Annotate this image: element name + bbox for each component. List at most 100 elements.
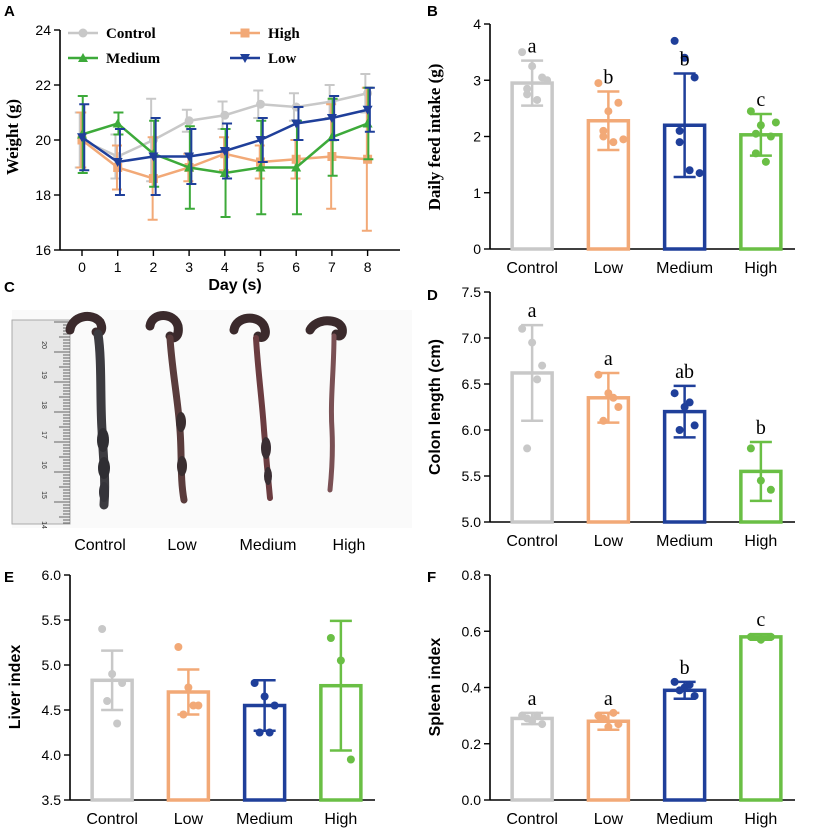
panel-f-spleen-index-chart: 0.0 0.2 0.4 0.6 0.8 Spleen index Control a Low a M…: [427, 567, 795, 828]
data-point-low: [609, 138, 618, 147]
data-point-control: [533, 95, 542, 104]
data-point-control: [98, 625, 107, 633]
significance-letter: b: [680, 49, 690, 71]
data-point-high: [751, 149, 760, 158]
data-point-low: [189, 701, 198, 710]
data-point-medium: [690, 691, 699, 700]
significance-letter: a: [604, 348, 613, 370]
significance-letter: a: [528, 36, 537, 58]
ruler-ticks: [54, 321, 70, 524]
photo-background: [12, 310, 412, 528]
colon-medium: [229, 313, 273, 501]
category-label-high: High: [744, 811, 777, 828]
y-tick-label: 0.2: [462, 736, 482, 752]
bar-control: [510, 81, 554, 251]
x-tick-label: 1: [114, 259, 122, 275]
data-point: [219, 147, 230, 156]
y-tick-label: 4: [473, 16, 481, 32]
data-point: [326, 114, 337, 123]
data-point-medium: [260, 692, 269, 701]
significance-letter: a: [528, 688, 537, 710]
category-label-medium: Medium: [236, 811, 293, 828]
panel-label-f: F: [427, 569, 436, 586]
data-point-high: [771, 118, 780, 127]
category-label-high: High: [324, 811, 357, 828]
y-tick-label: 16: [35, 242, 51, 258]
data-point-control: [538, 361, 547, 370]
data-point-low: [614, 720, 623, 729]
significance-letter: ab: [675, 361, 694, 383]
data-point-high: [746, 444, 755, 453]
legend-marker-medium: [78, 53, 88, 62]
panel-b-feed-intake-chart: 0 1 2 3 4 Daily feed intake (g) Control a Low b Me…: [425, 16, 795, 277]
data-point-medium: [670, 677, 679, 686]
y-tick-label: 5.0: [462, 514, 482, 530]
legend-label-medium: Medium: [106, 51, 161, 67]
panel-label-b: B: [427, 3, 438, 20]
data-point-control: [533, 711, 542, 720]
significance-letter: a: [528, 300, 537, 322]
data-point: [112, 158, 123, 167]
data-point-medium: [270, 701, 279, 710]
photo-label-high: High: [333, 537, 366, 554]
data-point-medium: [680, 53, 689, 62]
category-label-control: Control: [86, 811, 138, 828]
data-point-low: [594, 370, 603, 379]
x-axis-label: Day (s): [208, 277, 261, 294]
category-label-medium: Medium: [656, 811, 713, 828]
panel-d-colon-length-chart: 5.0 5.5 6.0 6.5 7.0 7.5 Colon length (cm) Contr…: [427, 284, 795, 550]
data-point-medium: [255, 728, 264, 737]
y-axis-label: Colon length (cm): [427, 339, 444, 475]
data-point: [255, 136, 266, 145]
significance-letter: b: [680, 657, 690, 679]
data-point-low: [174, 643, 183, 651]
data-point-medium: [685, 166, 694, 175]
data-point-control: [518, 324, 527, 333]
legend-marker-control: [78, 28, 88, 38]
data-point-medium: [690, 421, 699, 430]
y-axis-label: Daily feed intake (g): [425, 64, 444, 211]
x-tick-label: 2: [150, 259, 158, 275]
data-point-control: [108, 670, 117, 678]
ruler-number: 16: [40, 461, 47, 469]
y-tick-label: 5.5: [42, 612, 62, 628]
data-point-low: [614, 98, 623, 107]
data-point-medium: [690, 73, 699, 82]
data-point-low: [599, 126, 608, 135]
x-tick-label: 3: [185, 259, 193, 275]
data-point-low: [179, 710, 188, 719]
ruler: 20 19 18 17 16 15 14: [11, 319, 71, 529]
ruler-number: 17: [40, 431, 47, 439]
data-point: [291, 119, 302, 129]
y-axis-label: Liver index: [7, 645, 24, 730]
category-label-low: Low: [174, 811, 204, 828]
photo-label-control: Control: [74, 537, 126, 554]
data-point-high: [746, 107, 755, 116]
data-point-high: [756, 476, 765, 485]
colon-high: [305, 316, 347, 493]
significance-letter: c: [756, 609, 765, 631]
data-point-medium: [685, 680, 694, 689]
y-tick-label: 7.5: [462, 284, 482, 300]
data-point-high: [346, 755, 355, 764]
y-tick-label: 20: [35, 132, 51, 148]
bar-medium: [662, 688, 707, 802]
y-tick-label: 3.5: [42, 792, 62, 808]
data-point-control: [518, 48, 527, 57]
legend-label-low: Low: [268, 51, 297, 67]
data-point-medium: [685, 398, 694, 407]
y-tick-label: 1: [473, 185, 481, 201]
data-point-medium: [675, 138, 684, 147]
data-point-control: [523, 714, 532, 723]
data-point-high: [336, 656, 345, 665]
x-tick-label: 5: [257, 259, 265, 275]
photo-label-medium: Medium: [240, 537, 297, 554]
data-point-medium: [670, 36, 679, 45]
y-tick-label: 6.5: [462, 376, 482, 392]
ruler-number: 14: [40, 521, 47, 529]
data-point: [362, 118, 373, 128]
significance-letter: b: [603, 67, 613, 89]
data-point-low: [184, 683, 193, 692]
data-point: [184, 152, 195, 162]
